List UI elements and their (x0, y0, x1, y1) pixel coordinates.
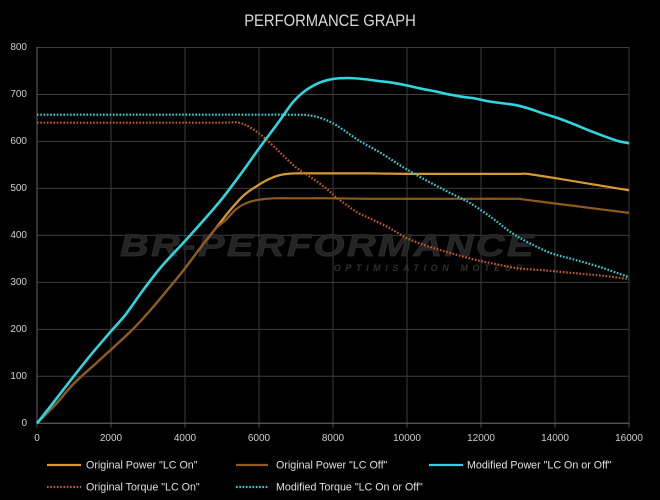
svg-text:700: 700 (10, 89, 27, 100)
svg-text:0: 0 (21, 418, 27, 429)
svg-text:500: 500 (10, 183, 27, 194)
svg-text:Modified Power "LC On or Off": Modified Power "LC On or Off" (467, 460, 612, 472)
svg-text:6000: 6000 (248, 433, 271, 444)
svg-text:4000: 4000 (174, 433, 197, 444)
svg-text:300: 300 (10, 277, 27, 288)
svg-text:Original Torque "LC On": Original Torque "LC On" (86, 482, 200, 494)
svg-text:10000: 10000 (393, 433, 421, 444)
svg-text:8000: 8000 (322, 433, 345, 444)
svg-text:200: 200 (10, 324, 27, 335)
svg-text:Original Power "LC On": Original Power "LC On" (86, 460, 198, 472)
svg-text:2000: 2000 (100, 433, 123, 444)
svg-text:16000: 16000 (615, 433, 643, 444)
svg-text:PERFORMANCE GRAPH: PERFORMANCE GRAPH (244, 12, 416, 30)
svg-text:800: 800 (10, 42, 27, 53)
svg-text:Modified Torque "LC On or Off": Modified Torque "LC On or Off" (276, 482, 423, 494)
svg-text:Original Power "LC Off": Original Power "LC Off" (276, 460, 388, 472)
svg-text:100: 100 (10, 371, 27, 382)
svg-text:BR-PERFORMANCE: BR-PERFORMANCE (120, 228, 536, 263)
svg-text:14000: 14000 (541, 433, 569, 444)
svg-text:600: 600 (10, 136, 27, 147)
svg-text:12000: 12000 (467, 433, 495, 444)
svg-text:OPTIMISATION MOTEUR: OPTIMISATION MOTEUR (334, 263, 527, 273)
svg-text:400: 400 (10, 230, 27, 241)
svg-text:0: 0 (34, 433, 40, 444)
